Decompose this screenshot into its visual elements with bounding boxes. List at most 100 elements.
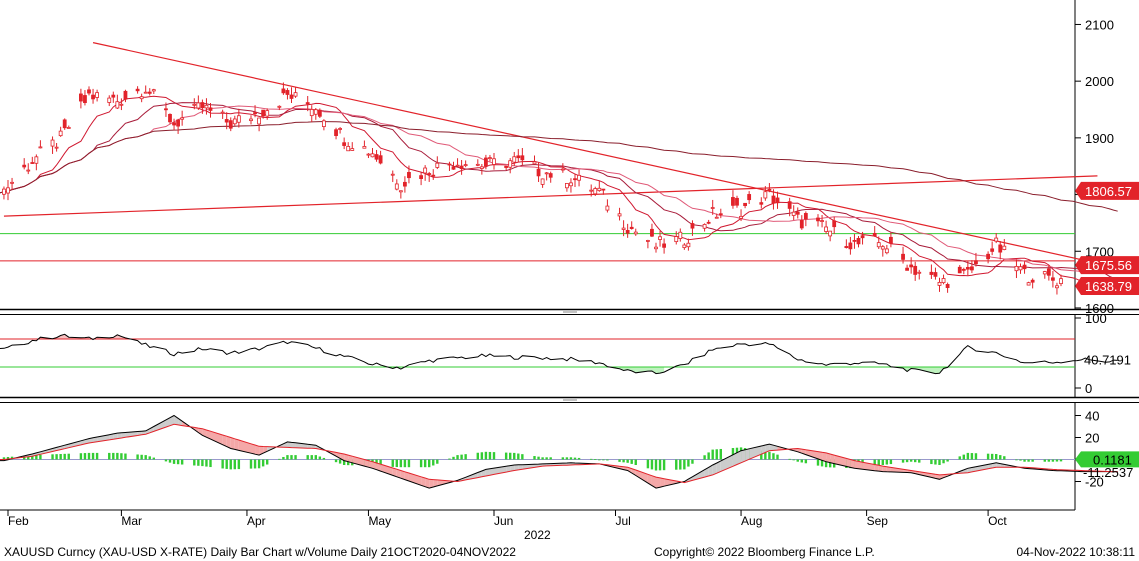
candle	[548, 171, 553, 183]
price-label-box	[1075, 276, 1139, 295]
candle	[394, 179, 399, 191]
macd-signal-shade	[251, 443, 256, 455]
candle-body	[678, 231, 683, 239]
candle	[880, 245, 885, 257]
macd-histogram-bar	[306, 455, 309, 460]
candle-body	[135, 88, 140, 92]
candle-body	[483, 157, 488, 167]
macd-histogram-bar	[598, 459, 601, 461]
candle-body	[313, 109, 318, 115]
macd-signal-shade	[234, 438, 239, 451]
macd-histogram-bar	[683, 459, 686, 470]
macd-histogram-bar	[395, 459, 398, 468]
macd-histogram-bar	[278, 458, 281, 460]
macd-histogram-bar	[205, 459, 208, 467]
candle-body	[803, 213, 808, 220]
macd-histogram-bar	[221, 459, 224, 469]
candle-body	[759, 202, 764, 205]
candle	[34, 154, 39, 171]
macd-signal-shade	[396, 469, 401, 479]
candle-body	[937, 281, 942, 286]
macd-histogram-bar	[480, 452, 484, 460]
candle	[852, 234, 857, 249]
candle-body	[492, 158, 496, 165]
macd-histogram-bar	[877, 459, 880, 466]
macd-histogram-bar	[10, 456, 14, 460]
macd-histogram-bar	[1023, 459, 1026, 462]
macd-histogram-bar	[423, 459, 427, 468]
trend-line-1	[3, 175, 1098, 217]
candle-body	[261, 109, 266, 117]
macd-histogram-bar	[209, 459, 212, 468]
candle-body	[168, 113, 172, 123]
candle-body	[10, 181, 14, 184]
candle	[1026, 281, 1031, 286]
candle-body	[111, 94, 116, 98]
macd-histogram-bar	[1047, 459, 1051, 462]
candle-body	[2, 188, 6, 195]
candle-body	[791, 211, 796, 216]
candle-body	[961, 268, 966, 271]
macd-histogram-bar	[180, 459, 184, 465]
candle-body	[83, 95, 87, 104]
candle	[682, 243, 687, 250]
macd-histogram-bar	[873, 459, 876, 466]
candle	[662, 238, 666, 254]
macd-histogram-bar	[201, 459, 204, 467]
candle	[435, 156, 440, 170]
candle-body	[560, 168, 565, 171]
candle	[597, 181, 602, 192]
macd-signal-shade	[846, 458, 851, 468]
candle	[334, 127, 338, 140]
candle	[313, 107, 318, 120]
macd-histogram-bar	[816, 459, 820, 466]
candle-body	[1051, 277, 1055, 281]
candle	[731, 190, 735, 209]
macd-signal-shade	[392, 467, 397, 477]
macd-histogram-bar	[764, 451, 767, 460]
candle-body	[164, 108, 168, 111]
macd-signal-shade	[89, 437, 94, 443]
macd-histogram-bar	[63, 453, 66, 460]
candle	[192, 98, 197, 110]
candle-body	[224, 119, 229, 123]
macd-histogram-bar	[602, 459, 605, 461]
candle-body	[180, 117, 185, 120]
macd-signal-shade	[761, 445, 766, 455]
macd-signal-shade	[485, 468, 490, 476]
x-tick-label: Sep	[867, 514, 889, 528]
candle-body	[419, 175, 424, 179]
candle-body	[30, 162, 35, 164]
candle	[289, 87, 294, 103]
macd-signal-shade	[651, 475, 656, 489]
candle	[504, 165, 509, 171]
macd-histogram-bar	[164, 459, 168, 462]
candle	[1059, 274, 1063, 287]
candle-body	[735, 197, 739, 206]
macd-signal-shade	[380, 464, 393, 476]
candle-body	[431, 174, 436, 177]
macd-histogram-bar	[460, 454, 463, 460]
candle-body	[1014, 265, 1019, 272]
candle-body	[398, 190, 403, 193]
x-tick-label: Mar	[121, 514, 142, 528]
candle	[305, 96, 310, 112]
macd-histogram-bar	[112, 452, 115, 460]
candle-body	[350, 148, 355, 151]
candle	[309, 105, 314, 123]
candle-body	[119, 103, 124, 106]
macd-signal-shade	[291, 442, 296, 448]
candle	[346, 142, 351, 152]
candle-body	[338, 128, 343, 130]
candle	[115, 94, 120, 110]
candle	[860, 231, 865, 245]
candle-body	[26, 169, 31, 172]
candle-body	[593, 188, 598, 195]
macd-histogram-bar	[622, 459, 625, 463]
candle-body	[362, 146, 367, 149]
candle	[220, 109, 225, 119]
candle-body	[646, 240, 650, 242]
candle-body	[880, 246, 885, 250]
candle	[390, 170, 395, 183]
x-axis: Feb Mar Apr May Jun Jul Aug Sep Oct 2022	[7, 510, 1007, 542]
